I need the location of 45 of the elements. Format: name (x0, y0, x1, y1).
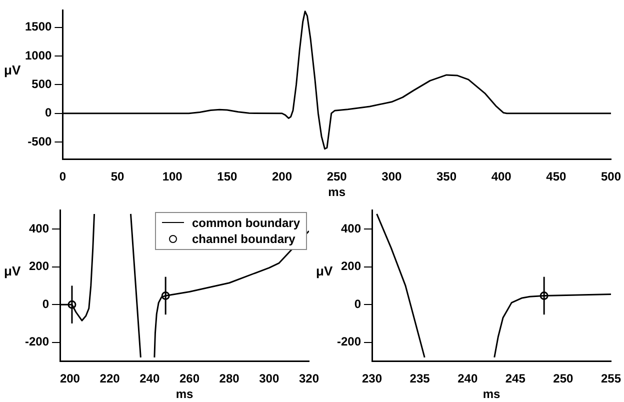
y-tick-label: -500 (28, 134, 52, 148)
x-tick-label: 150 (217, 170, 238, 184)
y-tick-label: 0 (42, 296, 50, 311)
x-tick-label: 255 (600, 372, 622, 386)
y-tick-label: 200 (340, 259, 362, 274)
x-tick-label: 300 (382, 170, 402, 184)
x-tick-label: 250 (326, 170, 348, 184)
y-tick-label: 500 (32, 77, 52, 92)
y-tick-label: -200 (24, 334, 50, 349)
legend-label: common boundary (192, 216, 300, 230)
legend-label: channel boundary (192, 232, 296, 246)
x-tick-label: 300 (259, 372, 280, 386)
x-axis-title: ms (176, 387, 194, 402)
x-tick-label: 235 (410, 372, 430, 386)
x-tick-label: 260 (179, 372, 200, 386)
x-tick-label: 250 (553, 372, 574, 386)
x-tick-label: 280 (219, 372, 240, 386)
x-tick-label: 100 (162, 170, 183, 184)
x-tick-label: 500 (600, 170, 622, 184)
x-tick-label: 350 (436, 170, 457, 184)
y-tick-label: 1500 (24, 20, 52, 34)
x-tick-label: 240 (140, 372, 160, 386)
x-tick-label: 200 (272, 170, 292, 184)
x-axis-title: ms (482, 387, 500, 402)
y-tick-label: 1000 (24, 48, 52, 62)
y-axis-title: μV (4, 62, 21, 78)
x-tick-label: 0 (59, 170, 66, 184)
x-tick-label: 200 (60, 372, 80, 386)
x-tick-label: 230 (362, 372, 382, 386)
y-tick-label: 400 (28, 221, 50, 236)
y-axis-title: μV (316, 263, 333, 278)
y-tick-label: 200 (28, 259, 50, 274)
x-tick-label: 400 (491, 170, 512, 184)
x-tick-label: 320 (298, 372, 320, 386)
x-axis-title: ms (328, 185, 346, 200)
x-tick-label: 450 (546, 170, 566, 184)
y-axis-title: μV (4, 263, 21, 278)
x-tick-label: 220 (100, 372, 120, 386)
x-tick-label: 50 (110, 170, 125, 184)
y-tick-label: 400 (340, 221, 362, 236)
y-tick-label: 0 (354, 296, 362, 311)
x-tick-label: 240 (458, 372, 478, 386)
y-tick-label: 0 (45, 106, 52, 120)
x-tick-label: 245 (505, 372, 526, 386)
y-tick-label: -200 (336, 334, 362, 349)
